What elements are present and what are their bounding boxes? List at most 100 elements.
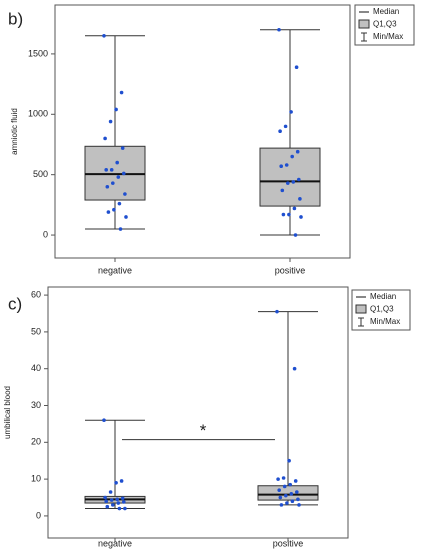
data-point [119, 90, 124, 95]
data-point [297, 503, 301, 507]
data-point [294, 65, 299, 69]
panel-label: c) [8, 294, 22, 313]
y-tick-label: 20 [31, 437, 41, 447]
box [259, 147, 321, 207]
data-point [104, 168, 108, 172]
y-tick-label: 1000 [28, 109, 48, 119]
data-point [277, 488, 282, 492]
data-point [289, 110, 293, 114]
data-point [288, 482, 293, 487]
data-point [105, 184, 110, 189]
x-tick-label: positive [275, 265, 306, 275]
data-point [287, 458, 291, 463]
y-tick-label: 40 [31, 363, 41, 373]
data-point [295, 490, 299, 494]
data-point [290, 154, 295, 159]
data-point [124, 215, 128, 219]
data-point [109, 168, 114, 172]
legend-label: Min/Max [373, 32, 403, 41]
x-tick-label: negative [98, 538, 132, 548]
data-point [119, 479, 124, 483]
data-point [283, 124, 288, 129]
y-tick-label: 10 [31, 473, 41, 483]
legend-q [355, 304, 367, 314]
panel-label: b) [8, 9, 23, 28]
data-point [108, 119, 113, 124]
data-point [293, 479, 298, 483]
plot-frame [54, 4, 351, 259]
data-point [108, 490, 113, 494]
data-point [293, 233, 298, 237]
data-point [105, 504, 110, 509]
data-point [118, 227, 123, 231]
data-point [115, 160, 119, 165]
x-tick-label: positive [273, 538, 304, 548]
data-point [102, 418, 106, 423]
data-point [281, 212, 286, 217]
data-point [106, 210, 111, 214]
data-point [296, 497, 300, 502]
y-tick-label: 0 [36, 510, 41, 520]
box [257, 485, 319, 501]
data-point [290, 499, 295, 503]
data-point [111, 181, 115, 185]
data-point [116, 501, 121, 505]
data-point [120, 146, 125, 150]
data-point [292, 366, 297, 371]
data-point [277, 27, 281, 32]
y-tick-label: 50 [31, 326, 41, 336]
data-point [299, 215, 303, 219]
data-point [122, 171, 126, 176]
data-point [117, 201, 122, 206]
data-point [111, 503, 115, 507]
data-point [120, 496, 125, 501]
y-tick-label: 60 [31, 289, 41, 299]
significance-mark: * [200, 421, 207, 440]
data-point [275, 309, 279, 314]
legend-label: Min/Max [370, 317, 400, 326]
data-point [278, 129, 282, 133]
legend-label: Q1,Q3 [373, 20, 397, 29]
data-point [297, 177, 301, 182]
data-point [284, 163, 289, 167]
data-point [284, 493, 288, 498]
data-point [280, 188, 285, 193]
data-point [102, 33, 106, 38]
data-point [123, 192, 127, 196]
legend-label: Q1,Q3 [370, 305, 394, 314]
data-point [114, 107, 118, 112]
x-tick-label: negative [98, 265, 132, 275]
data-point [287, 212, 291, 217]
data-point [281, 476, 286, 480]
data-point [114, 480, 118, 485]
data-point [104, 499, 108, 503]
y-tick-label: 500 [33, 169, 48, 179]
data-point [279, 164, 284, 169]
y-tick-label: 1500 [28, 48, 48, 58]
plot-frame [47, 286, 349, 539]
data-point [122, 500, 126, 504]
data-point [292, 206, 297, 211]
data-point [285, 501, 289, 505]
data-point [295, 149, 300, 154]
y-tick-label: 0 [43, 229, 48, 239]
data-point [115, 497, 119, 502]
data-point [278, 495, 283, 500]
data-point [289, 492, 294, 496]
data-point [116, 175, 121, 179]
data-point [291, 180, 296, 184]
legend-q [358, 19, 370, 29]
legend-label: Median [373, 7, 399, 16]
data-point [279, 503, 284, 507]
data-point [103, 136, 107, 141]
y-tick-label: 30 [31, 400, 41, 410]
data-point [282, 484, 287, 489]
data-point [286, 181, 290, 185]
legend-label: Median [370, 292, 396, 301]
data-point [112, 207, 116, 212]
data-point [117, 506, 122, 511]
data-point [123, 506, 127, 511]
data-point [103, 495, 107, 500]
y-axis-label: amniotic fluid [10, 108, 19, 155]
